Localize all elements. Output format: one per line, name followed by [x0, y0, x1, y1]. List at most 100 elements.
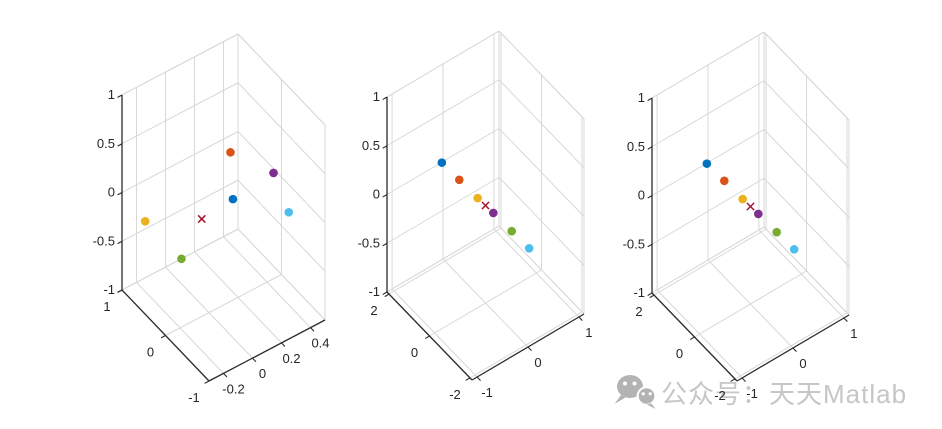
y-tick-label: -1 [188, 390, 200, 405]
scatter3d-plots: -0.2 0 0.2 0.4 -1 0 1 -1 -0.5 0 0.5 1 -1 0 1 -2 0 2 -1 -0.5… [93, 30, 858, 405]
y-tick-label: 0 [147, 345, 154, 360]
axis-lines [117, 94, 326, 384]
wechat-icon [614, 375, 657, 409]
scatter-points [702, 159, 799, 254]
scatter-points [140, 148, 294, 264]
scatter-point-purple [754, 209, 763, 219]
x-tick [281, 342, 286, 347]
scatter-point-orange [719, 176, 729, 186]
grid-line [498, 79, 585, 169]
grid-line [653, 228, 767, 296]
x-tick [843, 317, 848, 322]
z-tick [382, 291, 388, 296]
box-edge [237, 228, 326, 321]
scatter-point-yellow [738, 194, 747, 204]
y-tick-label: 0 [411, 345, 418, 360]
box-edge [763, 31, 850, 121]
z-tick [647, 146, 653, 150]
scatter-point-blue [437, 158, 447, 167]
z-tick [117, 94, 123, 98]
grid-line [651, 177, 765, 245]
z-tick-label: -1 [368, 284, 380, 299]
grid-line [237, 82, 326, 175]
y-tick [384, 293, 390, 298]
x-tick [741, 377, 746, 382]
z-tick-label: 0 [373, 187, 380, 202]
z-tick-label: -0.5 [93, 233, 115, 248]
scatter-point-green [507, 226, 517, 236]
watermark-text: 公众号：天天Matlab [661, 379, 907, 409]
tick-labels: -1 0 1 -2 0 2 -1 -0.5 0 0.5 1 [358, 89, 593, 402]
subplot-2: -1 0 1 -2 0 2 -1 -0.5 0 0.5 1 [358, 30, 593, 402]
scatter-point-purple [269, 168, 278, 178]
z-tick [647, 195, 653, 199]
scatter-point-blue [228, 194, 238, 204]
z-tick-label: 0.5 [627, 139, 645, 154]
x-tick-label: -1 [481, 385, 493, 400]
z-tick [117, 289, 123, 293]
x-tick [792, 347, 797, 352]
x-tick [310, 327, 315, 332]
grid-line [386, 176, 500, 244]
z-tick-label: 0 [638, 188, 645, 203]
x-tick-label: 0.4 [311, 336, 329, 351]
y-tick [160, 335, 166, 339]
y-tick [465, 377, 471, 381]
grid-line [121, 131, 239, 193]
box-edge [237, 33, 326, 126]
grid-lines [651, 31, 850, 380]
y-tick-label: -2 [449, 387, 461, 402]
z-tick-label: 0.5 [362, 138, 380, 153]
z-tick-label: 1 [373, 89, 380, 104]
box-edge [121, 33, 239, 96]
z-tick-label: -0.5 [623, 236, 645, 251]
z-tick [647, 97, 653, 102]
axis-lines [382, 96, 585, 381]
scatter-point-green [177, 254, 186, 264]
grid-line [498, 128, 585, 217]
grid-lines [121, 33, 326, 382]
grid-line [734, 312, 848, 380]
scatter-point-cyan [524, 244, 534, 253]
z-tick [382, 194, 388, 198]
grid-line [694, 270, 807, 338]
x-tick [578, 316, 583, 321]
y-tick-label: 1 [103, 299, 110, 314]
box-edge [498, 225, 585, 315]
x-tick-label: 1 [585, 325, 592, 340]
x-marker-origin-x [746, 202, 755, 211]
grid-line [388, 227, 502, 295]
y-tick-label: -2 [714, 388, 726, 403]
subplot-3: -1 0 1 -2 0 2 -1 -0.5 0 0.5 1 [623, 31, 858, 403]
x-axis-line [208, 319, 326, 382]
box-edge [651, 226, 765, 294]
y-tick [204, 380, 210, 384]
grid-line [121, 82, 239, 145]
x-marker-stroke [746, 202, 755, 211]
z-tick [647, 243, 653, 248]
x-tick [527, 346, 532, 351]
z-tick [382, 96, 388, 101]
tick-labels: -0.2 0 0.2 0.4 -1 0 1 -1 -0.5 0 0.5 1 [93, 87, 330, 405]
z-tick [117, 192, 123, 196]
scatter-point-orange [454, 175, 464, 185]
x-tick-label: -1 [746, 386, 758, 401]
box-edge [498, 30, 585, 120]
x-tick [476, 376, 481, 381]
z-tick [382, 242, 388, 247]
scatter-point-blue [702, 159, 712, 168]
grid-line [386, 79, 500, 147]
z-tick-label: -1 [103, 282, 115, 297]
scatter-point-yellow [140, 216, 150, 226]
scatter-point-purple [489, 208, 498, 218]
x-marker-stroke [481, 201, 490, 210]
x-tick-label: 0 [259, 366, 266, 381]
y-tick-label: 2 [370, 303, 377, 318]
z-tick-label: 0 [108, 185, 115, 200]
z-tick-label: -0.5 [358, 235, 380, 250]
x-tick [252, 357, 257, 363]
scatter-point-orange [226, 148, 235, 157]
scatter-points [437, 158, 534, 253]
axis-lines [647, 97, 850, 382]
